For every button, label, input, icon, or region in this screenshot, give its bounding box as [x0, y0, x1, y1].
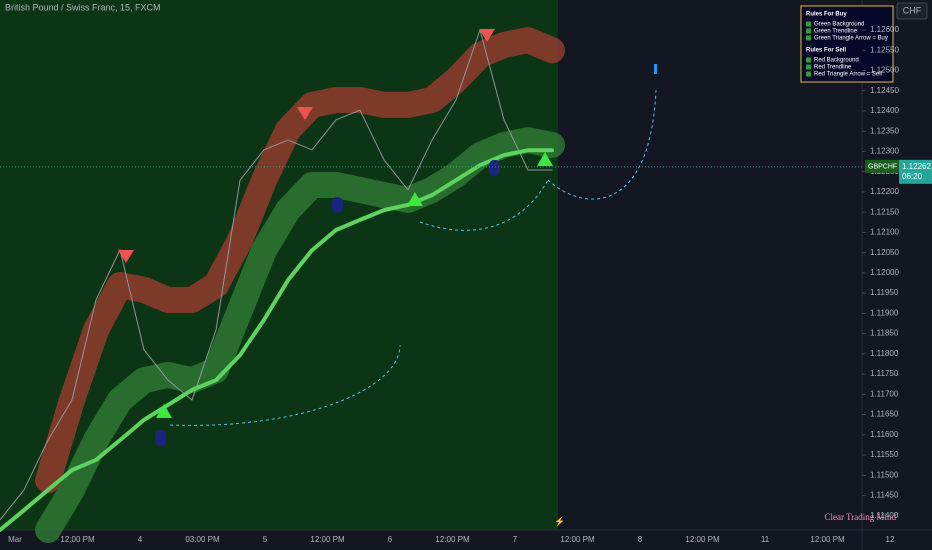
y-tick-label: 1.11400	[870, 511, 899, 520]
y-tick-label: 1.12100	[870, 228, 899, 237]
price-tag	[899, 159, 932, 184]
marks	[0, 27, 565, 543]
signal-dot	[332, 197, 343, 213]
y-tick-label: 1.12000	[870, 268, 899, 277]
currency-button-label[interactable]: CHF	[903, 5, 922, 15]
projection	[547, 89, 657, 200]
last-price-label: 1.12262	[902, 162, 931, 171]
x-tick-label: 12	[886, 535, 895, 544]
y-tick-label: 1.12450	[870, 86, 899, 95]
signal-dot	[654, 64, 657, 74]
buy-arrow	[156, 404, 172, 418]
sell-arrow	[479, 29, 495, 42]
legend-check	[806, 71, 811, 77]
countdown-label: 06:20	[902, 172, 923, 181]
x-tick-label: 6	[388, 535, 393, 544]
sell-arrow	[118, 250, 134, 263]
x-tick-label: 7	[513, 535, 518, 544]
x-tick-label: 12:00 PM	[310, 535, 345, 544]
y-tick-label: 1.12400	[870, 106, 899, 115]
legend-check	[806, 21, 811, 27]
x-tick-label: 12:00 PM	[810, 535, 845, 544]
currency-button[interactable]	[896, 2, 928, 20]
y-tick-label: 1.11500	[870, 470, 899, 479]
y-tick-label: 1.11850	[870, 329, 899, 338]
y-tick-label: 1.12350	[870, 126, 899, 135]
buy-arrow	[537, 152, 553, 166]
x-tick-label: 03:00 PM	[185, 535, 220, 544]
x-tick-label: 12:00 PM	[560, 535, 595, 544]
x-tick-label: Mar	[8, 535, 22, 544]
y-tick-label: 1.11900	[870, 308, 899, 317]
projection	[419, 179, 549, 231]
legend-item: Green Background	[814, 22, 864, 28]
legend-item: Red Background	[814, 58, 859, 64]
x-tick-label: 8	[638, 535, 643, 544]
projection	[169, 344, 401, 426]
legend-check	[806, 57, 811, 63]
y-tick-label: 1.12600	[870, 25, 899, 34]
watermark: Clear Trading Mind	[824, 512, 896, 522]
legend-item: Green Triangle Arrow = Buy	[814, 36, 888, 42]
y-tick-label: 1.11700	[870, 389, 899, 398]
y-tick-label: 1.11650	[870, 410, 899, 419]
chart-title: British Pound / Swiss Franc, 15, FXCM	[5, 2, 161, 12]
x-tick-label: 5	[263, 535, 268, 544]
series-line	[35, 27, 565, 494]
buy-arrow	[407, 192, 423, 206]
legend-item: Green Trendline	[814, 29, 858, 35]
legend-check	[806, 64, 811, 70]
y-tick-label: 1.12500	[870, 66, 899, 75]
y-tick-label: 1.11800	[870, 349, 899, 358]
legend-title: Rules For Buy	[806, 12, 847, 18]
legend-title: Rules For Sell	[806, 48, 846, 54]
sell-arrow	[297, 107, 313, 120]
x-tick-label: 11	[761, 535, 770, 544]
y-tick-label: 1.12050	[870, 248, 899, 257]
legend-box	[800, 5, 894, 83]
y-tick-label: 1.11750	[870, 369, 899, 378]
x-tick-label: 4	[138, 535, 143, 544]
x-tick-label: 12:00 PM	[685, 535, 720, 544]
series-line	[0, 148, 554, 532]
y-tick-label: 1.11600	[870, 430, 899, 439]
y-tick-label: 1.12150	[870, 207, 899, 216]
y-tick-label: 1.12300	[870, 147, 899, 156]
flash-icon: ⚡	[554, 515, 565, 527]
symbol-label: GBPCHF	[868, 164, 897, 171]
y-tick-label: 1.12550	[870, 45, 899, 54]
series-line	[35, 127, 565, 543]
symbol-tag	[865, 159, 901, 173]
signal-dot	[489, 160, 500, 176]
x-tick-label: 12:00 PM	[435, 535, 470, 544]
legend-check	[806, 35, 811, 41]
y-tick-label: 1.11450	[870, 491, 899, 500]
legend-check	[806, 28, 811, 34]
legend-item: Red Triangle Arrow = Sell	[814, 72, 882, 78]
x-tick-label: 12:00 PM	[60, 535, 95, 544]
y-tick-label: 1.12200	[870, 187, 899, 196]
signal-dot	[155, 430, 166, 446]
legend-item: Red Trendline	[814, 65, 852, 71]
series-line	[0, 29, 553, 521]
y-tick-label: 1.11550	[870, 450, 899, 459]
y-tick-label: 1.11950	[870, 288, 899, 297]
